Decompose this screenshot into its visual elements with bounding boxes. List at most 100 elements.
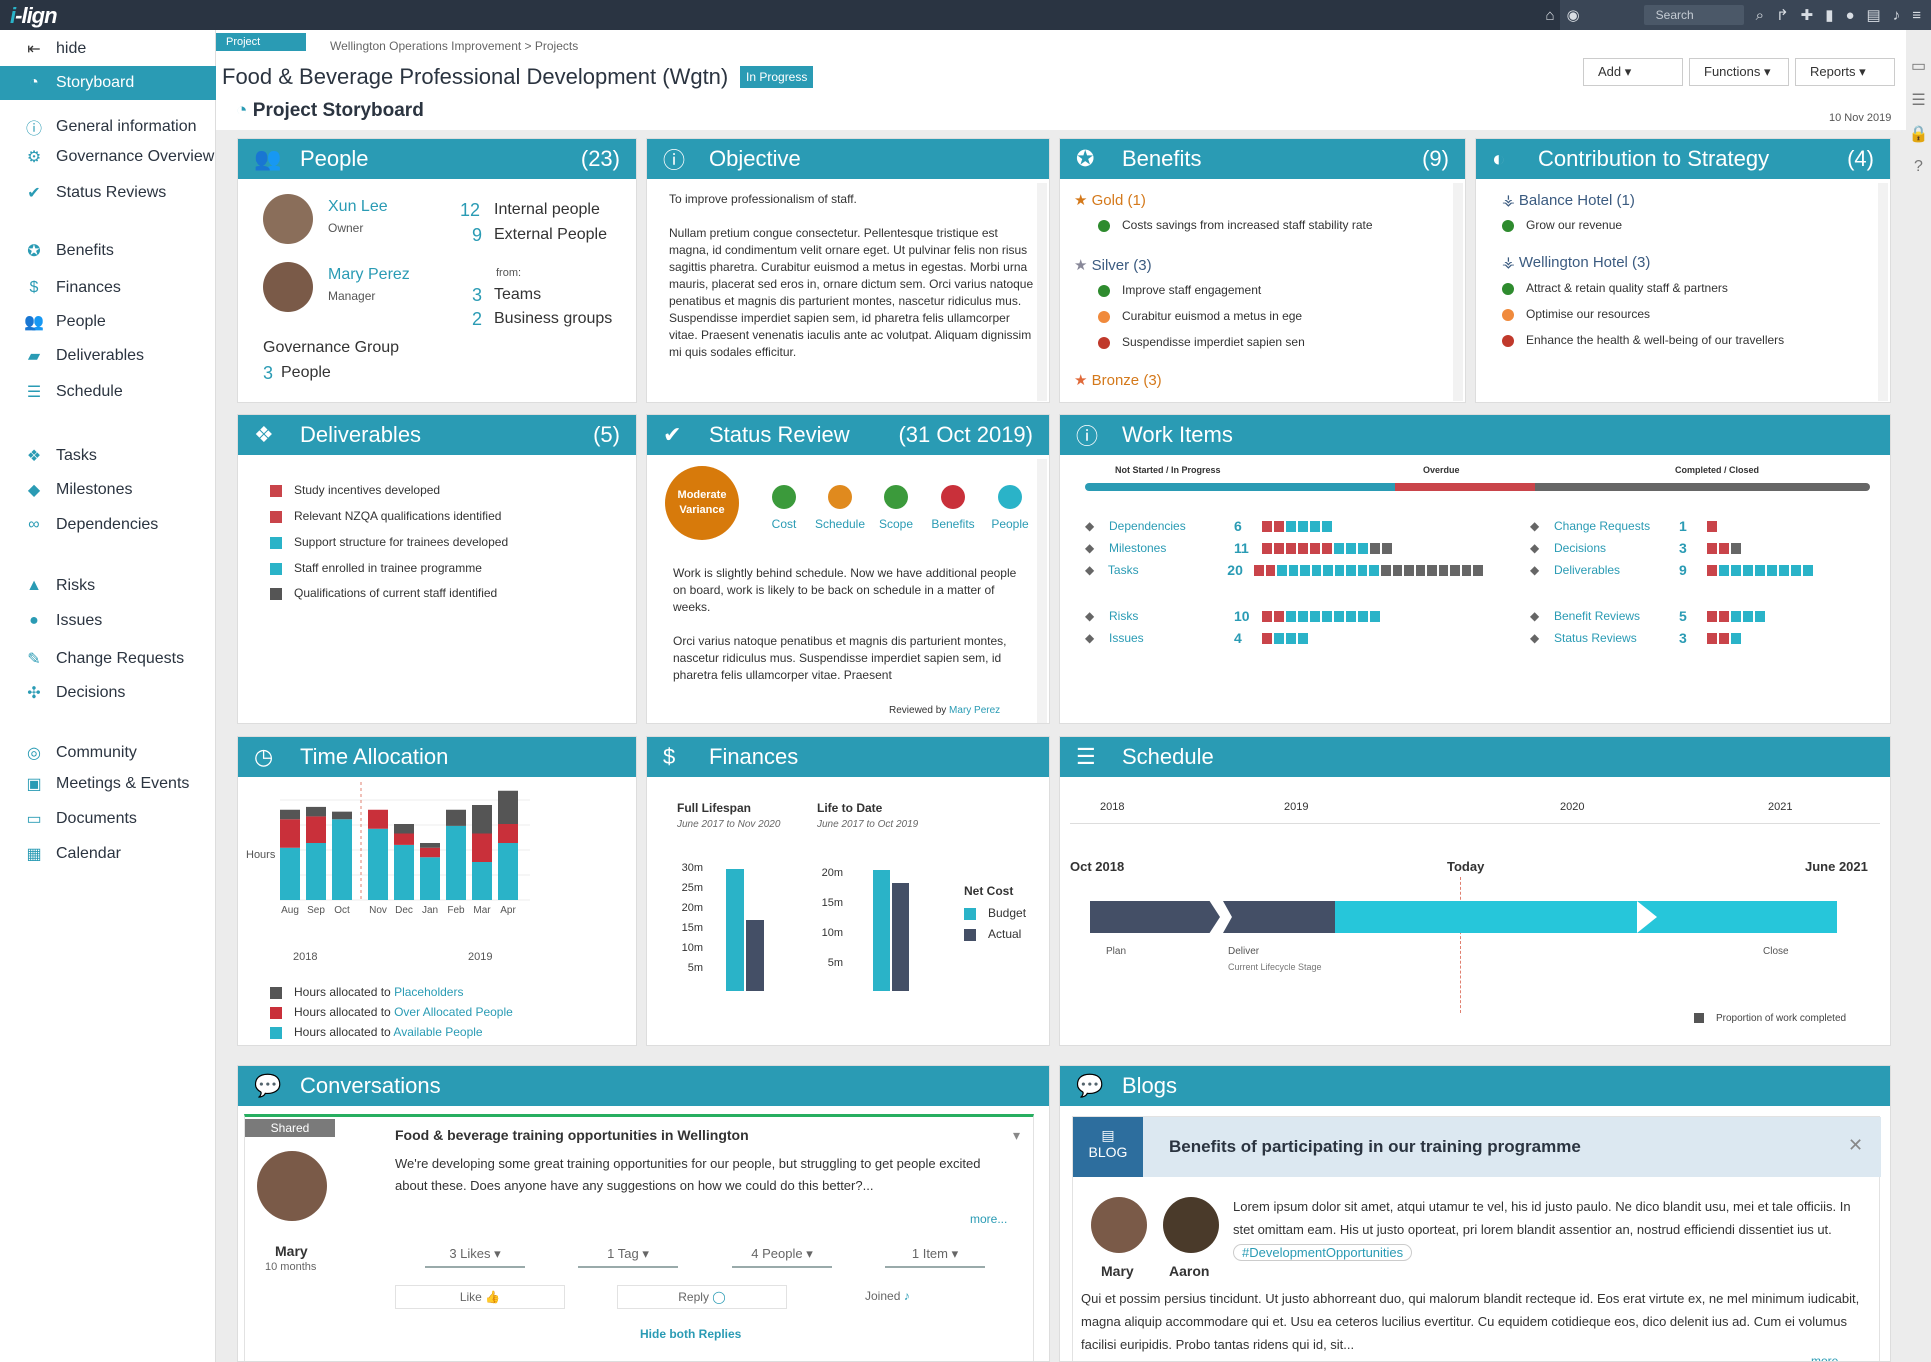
scrollbar[interactable] bbox=[1037, 459, 1047, 723]
work-item-row[interactable]: ◆ Decisions 3 bbox=[1530, 537, 1870, 559]
plan-stage[interactable] bbox=[1090, 901, 1220, 933]
legend-over[interactable]: Hours allocated to Over Allocated People bbox=[270, 1005, 513, 1019]
avatar-xun-lee[interactable] bbox=[263, 194, 313, 244]
avatar-aaron[interactable] bbox=[1163, 1197, 1219, 1253]
sidebar-item-meetings[interactable]: ▣ Meetings & Events bbox=[0, 767, 216, 801]
bar-sep[interactable] bbox=[306, 843, 326, 900]
joined-status[interactable]: Joined ♪ bbox=[865, 1289, 910, 1303]
scrollbar[interactable] bbox=[1453, 183, 1463, 401]
sidebar-item-deliverables[interactable]: ▰ Deliverables bbox=[0, 339, 216, 373]
work-item-label[interactable]: Issues bbox=[1109, 631, 1144, 645]
sidebar-item-people[interactable]: 👥 People bbox=[0, 305, 216, 339]
tags-dropdown[interactable]: 1 Tag ▾ bbox=[578, 1242, 678, 1268]
time-header[interactable]: ◷ Time Allocation bbox=[238, 737, 636, 777]
deliverable-item[interactable]: Staff enrolled in trainee programme bbox=[270, 561, 482, 575]
sidebar-item-dependencies[interactable]: ∞ Dependencies bbox=[0, 508, 216, 542]
like-button[interactable]: Like 👍 bbox=[395, 1285, 565, 1309]
bar-jan[interactable] bbox=[420, 843, 440, 848]
bar-nov[interactable] bbox=[368, 828, 388, 900]
bar-dec[interactable] bbox=[394, 844, 414, 900]
conversation-user[interactable]: Mary bbox=[275, 1243, 308, 1259]
sidebar-item-risks[interactable]: ▲ Risks bbox=[0, 569, 216, 603]
deliverable-item[interactable]: Relevant NZQA qualifications identified bbox=[270, 509, 501, 523]
deliverables-header[interactable]: ❖ Deliverables (5) bbox=[238, 415, 636, 455]
likes-dropdown[interactable]: 3 Likes ▾ bbox=[425, 1242, 525, 1268]
help-icon[interactable]: ? bbox=[1914, 158, 1923, 175]
work-item-row[interactable]: ◆ Dependencies 6 bbox=[1085, 515, 1485, 537]
bar-aug[interactable] bbox=[280, 809, 300, 820]
bar-sep[interactable] bbox=[306, 816, 326, 843]
status-header[interactable]: ✔ Status Review (31 Oct 2019) bbox=[647, 415, 1049, 455]
avatar-mary[interactable] bbox=[1091, 1197, 1147, 1253]
deliver-stage[interactable] bbox=[1223, 901, 1335, 933]
bar-mar[interactable] bbox=[472, 805, 492, 834]
logo[interactable]: i-lign bbox=[10, 3, 58, 28]
sidebar-item-decisions[interactable]: ✣ Decisions bbox=[0, 676, 216, 710]
bar-nov[interactable] bbox=[368, 809, 388, 829]
bar-apr[interactable] bbox=[498, 843, 518, 900]
gov-count[interactable]: 3 bbox=[263, 363, 274, 383]
search-icon[interactable]: ⌕ bbox=[1755, 6, 1765, 24]
work-item-count[interactable]: 3 bbox=[1679, 630, 1687, 646]
bar-jan[interactable] bbox=[420, 857, 440, 900]
hashtag[interactable]: #DevelopmentOpportunities bbox=[1233, 1244, 1413, 1261]
bar-dec[interactable] bbox=[394, 833, 414, 845]
work-items-header[interactable]: ⓘ Work Items bbox=[1060, 415, 1890, 455]
bar-mar[interactable] bbox=[472, 833, 492, 863]
sidebar-item-issues[interactable]: ● Issues bbox=[0, 604, 216, 638]
scrollbar[interactable] bbox=[1878, 183, 1888, 401]
sidebar-item-change-requests[interactable]: ✎ Change Requests bbox=[0, 642, 216, 676]
sidebar-item-storyboard[interactable]: ◔ Storyboard bbox=[0, 66, 216, 100]
sidebar-item-general[interactable]: ⓘ General information bbox=[0, 110, 216, 144]
sidebar-item-status-reviews[interactable]: ✔ Status Reviews bbox=[0, 176, 216, 210]
external-count[interactable]: 9 bbox=[472, 225, 483, 245]
bar-jan[interactable] bbox=[420, 847, 440, 858]
menu-icon[interactable]: ≡ bbox=[1912, 6, 1921, 24]
objective-header[interactable]: ⓘ Objective bbox=[647, 139, 1049, 179]
globe-icon[interactable]: ◉ bbox=[1566, 7, 1580, 24]
deliverable-item[interactable]: Qualifications of current staff identifi… bbox=[270, 586, 497, 600]
strategy-header[interactable]: ◐ Contribution to Strategy (4) bbox=[1476, 139, 1890, 179]
work-item-row[interactable]: ◆ Tasks 20 bbox=[1085, 559, 1485, 581]
blog-headline[interactable]: Benefits of participating in our trainin… bbox=[1169, 1137, 1581, 1156]
expand-icon[interactable]: ✕ bbox=[1848, 1135, 1864, 1155]
work-item-count[interactable]: 3 bbox=[1679, 540, 1687, 556]
full-actual-bar[interactable] bbox=[746, 920, 764, 991]
legend-available[interactable]: Hours allocated to Available People bbox=[270, 1025, 483, 1039]
people-indicator[interactable]: People bbox=[983, 485, 1037, 531]
full-budget-bar[interactable] bbox=[726, 869, 744, 991]
cost-indicator[interactable]: Cost bbox=[757, 485, 811, 531]
work-item-count[interactable]: 20 bbox=[1227, 562, 1243, 578]
silver-item-1[interactable]: Improve staff engagement bbox=[1098, 283, 1261, 297]
owner-name[interactable]: Xun Lee bbox=[328, 198, 388, 215]
reply-button[interactable]: Reply ◯ bbox=[617, 1285, 787, 1309]
work-item-row[interactable]: ◆ Change Requests 1 bbox=[1530, 515, 1870, 537]
list-icon[interactable]: ☰ bbox=[1911, 92, 1926, 109]
people-header[interactable]: 👥 People (23) bbox=[238, 139, 636, 179]
work-item-count[interactable]: 5 bbox=[1679, 608, 1687, 624]
teams-count[interactable]: 3 bbox=[472, 285, 483, 305]
work-item-count[interactable]: 9 bbox=[1679, 562, 1687, 578]
legend-placeholders[interactable]: Hours allocated to Placeholders bbox=[270, 985, 463, 999]
manager-name[interactable]: Mary Perez bbox=[328, 266, 410, 283]
work-item-row[interactable]: ◆ Deliverables 9 bbox=[1530, 559, 1870, 581]
benefits-header[interactable]: ✪ Benefits (9) bbox=[1060, 139, 1465, 179]
silver-item-2[interactable]: Curabitur euismod a metus in ege bbox=[1098, 309, 1302, 323]
bronze-heading[interactable]: ★ Bronze (3) bbox=[1074, 372, 1162, 389]
strategy-heading-1[interactable]: ⚶ Balance Hotel (1) bbox=[1502, 192, 1635, 209]
search-input[interactable]: Search bbox=[1643, 5, 1744, 25]
sidebar-item-tasks[interactable]: ❖ Tasks bbox=[0, 439, 216, 473]
schedule-header[interactable]: ☰ Schedule bbox=[1060, 737, 1890, 777]
work-item-row[interactable]: ◆ Risks 10 bbox=[1085, 605, 1485, 627]
sidebar-item-community[interactable]: ◎ Community bbox=[0, 736, 216, 770]
sidebar-item-benefits[interactable]: ✪ Benefits bbox=[0, 234, 216, 268]
internal-count[interactable]: 12 bbox=[460, 200, 481, 220]
blog-user-2[interactable]: Aaron bbox=[1169, 1263, 1210, 1279]
bell-icon[interactable]: ♪ bbox=[1892, 6, 1901, 24]
schedule-indicator[interactable]: Schedule bbox=[811, 485, 869, 531]
bar-apr[interactable] bbox=[498, 790, 518, 824]
sidebar-item-governance[interactable]: ⚙ Governance Overview bbox=[0, 140, 216, 174]
blog-more-link[interactable]: more... bbox=[1811, 1354, 1849, 1362]
bar-sep[interactable] bbox=[306, 806, 326, 817]
more-link[interactable]: more... bbox=[970, 1212, 1008, 1226]
